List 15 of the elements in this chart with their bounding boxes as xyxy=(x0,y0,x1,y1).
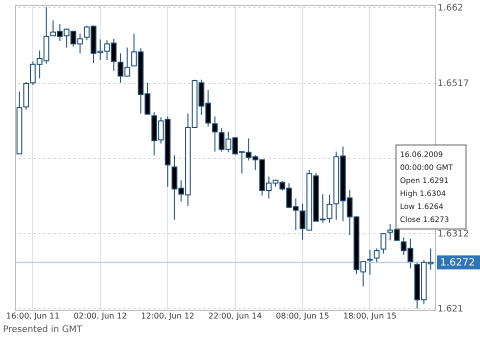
x-tick-label: 08:00, Jun 15 xyxy=(276,312,330,320)
y-tick-label: 1.6517 xyxy=(438,79,469,90)
x-tick-label: 12:00, Jun 12 xyxy=(141,312,194,320)
text: Presented in GMT xyxy=(3,325,83,335)
candlestick xyxy=(367,249,373,276)
x-tick-label: 02:00, Jun 12 xyxy=(74,312,127,320)
x-tick-label: 16:00, Jun 11 xyxy=(6,312,60,320)
y-tick-label: 1.621 xyxy=(438,304,464,314)
candlestick xyxy=(374,248,380,264)
x-tick-label: 18:00, Jun 15 xyxy=(343,312,397,320)
x-tick-label: 22:00, Jun 14 xyxy=(208,312,262,320)
y-tick-label: 1.6312 xyxy=(438,230,469,240)
y-tick-label: 1.662 xyxy=(438,4,464,14)
candlestick xyxy=(380,232,386,254)
ref-line-label: 1.6272 xyxy=(440,257,475,268)
